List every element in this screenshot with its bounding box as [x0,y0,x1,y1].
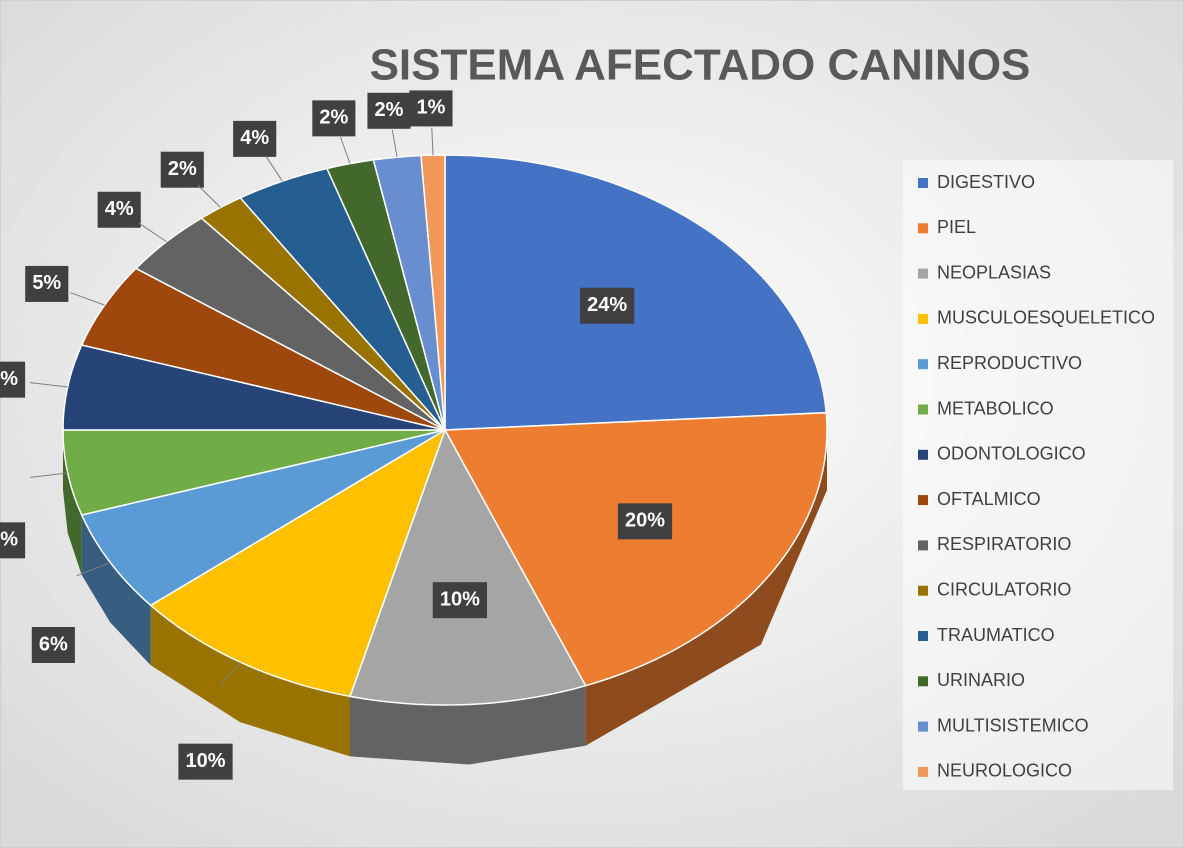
pie-slice-side [150,605,350,757]
data-label: 5% [0,368,18,390]
legend-label: RESPIRATORIO [937,534,1071,554]
legend-swatch [918,721,928,732]
data-label: 4% [240,127,269,149]
data-label-box [617,503,673,540]
data-label-box [31,627,75,664]
legend-swatch [918,404,928,415]
legend-label: NEUROLOGICO [937,761,1072,781]
data-label: 2% [319,107,348,129]
data-label-box [409,90,453,127]
legend-label: METABOLICO [937,398,1054,418]
legend-swatch [918,359,928,370]
data-label: 5% [32,272,61,294]
data-label: 1% [417,97,446,119]
legend-background [903,160,1173,790]
leader-line [70,292,105,306]
data-label-box [312,100,356,137]
legend-label: REPRODUCTIVO [937,353,1082,373]
leader-line [340,136,351,164]
data-label: 2% [375,99,404,121]
legend-swatch [918,676,928,687]
pie-slice-side [81,515,151,666]
data-label: 10% [186,750,226,772]
legend-label: MUSCULOESQUELETICO [937,308,1155,328]
leader-line [29,472,68,478]
pie-slice-side [350,685,586,765]
legend-label: MULTISISTEMICO [937,715,1089,735]
leader-line [29,382,68,388]
legend-swatch [918,540,928,551]
data-label-box [178,743,233,780]
legend-swatch [918,313,928,324]
legend-swatch [918,631,928,641]
leader-line [265,156,283,182]
data-label: 6% [39,633,68,655]
legend-swatch [918,178,928,188]
legend-label: URINARIO [937,670,1025,690]
pie-slice-side [63,430,82,575]
legend-label: PIEL [937,217,976,237]
leader-line [76,562,111,577]
data-label-box [160,151,204,188]
leader-line [391,129,398,158]
data-label-box [580,287,635,324]
pie-slice [239,167,446,431]
legend-label: TRAUMATICO [937,625,1055,645]
leader-line [138,222,167,243]
pie-slice [62,344,446,431]
pie-slice-side [585,430,827,746]
leader-line [219,661,241,686]
data-label: 4% [105,198,134,220]
data-label-box [97,191,141,228]
legend-swatch [918,268,928,279]
pie-slice [444,154,828,431]
chart-title: SISTEMA AFECTADO CANINOS [370,41,1031,90]
data-label: 24% [587,294,627,316]
legend-label: CIRCULATORIO [937,579,1071,599]
legend-swatch [918,585,928,596]
data-label: 5% [0,529,18,551]
data-label-box [25,265,69,302]
legend-label: OFTALMICO [937,489,1041,509]
legend-label: NEOPLASIAS [937,262,1051,282]
data-label-box [0,361,26,398]
leader-line [431,127,434,156]
data-label-box [233,120,277,157]
legend-swatch [918,495,928,506]
legend-swatch [918,766,928,777]
legend-label: ODONTOLOGICO [937,444,1086,464]
data-label-box [432,582,487,619]
legend-label: DIGESTIVO [937,172,1035,192]
data-label-box [367,92,411,129]
data-label-box [0,522,26,559]
legend-swatch [918,449,928,460]
leader-line [197,184,221,208]
data-label: 10% [440,588,480,610]
data-label: 20% [625,510,665,532]
pie-slice [443,411,828,687]
pie-slice [62,429,446,516]
pie-slice [348,428,587,706]
pie-slice [80,429,446,607]
pie-slice [80,267,446,431]
data-label: 2% [168,158,197,180]
legend-swatch [918,223,928,234]
